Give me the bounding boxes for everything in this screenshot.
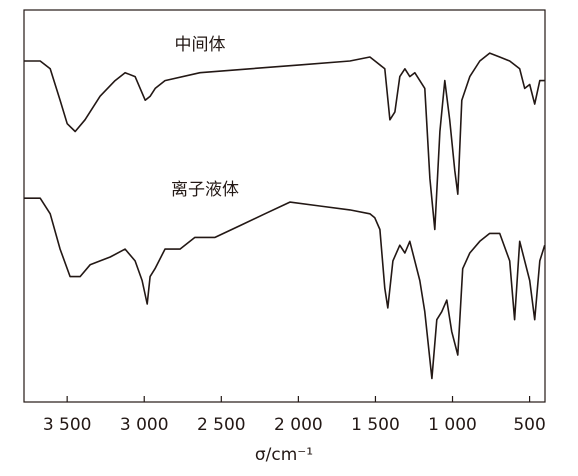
x-tick-label: 2 000 xyxy=(274,415,323,435)
x-tick-label: 1 000 xyxy=(428,415,477,435)
x-tick-label: 3 000 xyxy=(120,415,169,435)
plot-frame xyxy=(23,9,546,403)
x-tick-label: 3 500 xyxy=(43,415,92,435)
x-tick-label: 1 500 xyxy=(351,415,400,435)
x-tick-label: 2 500 xyxy=(197,415,246,435)
x-axis-label: σ/cm⁻¹ xyxy=(255,445,313,465)
spectrum-line xyxy=(24,52,545,231)
series-label: 离子液体 xyxy=(171,180,239,200)
x-tick-label: 500 xyxy=(513,415,545,435)
series-label: 中间体 xyxy=(175,35,226,55)
spectrum-line xyxy=(24,197,546,380)
